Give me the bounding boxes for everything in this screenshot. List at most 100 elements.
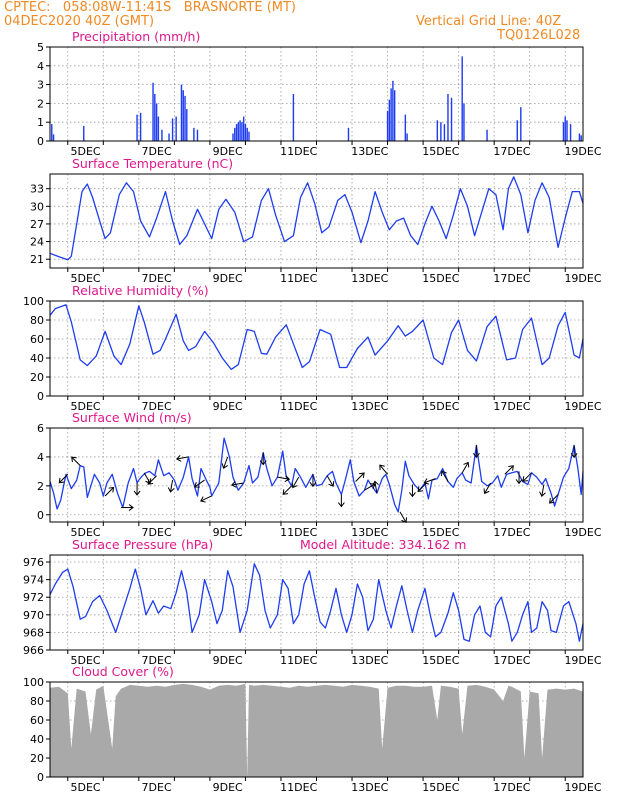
precipitation-bar	[237, 122, 240, 141]
wind-arrow	[337, 494, 345, 508]
y-tick-label: 6	[37, 422, 44, 435]
precipitation-bar	[155, 103, 158, 141]
x-tick-label: 15DEC	[422, 272, 459, 285]
y-tick-label: 972	[23, 591, 44, 604]
precipitation-bar	[235, 124, 238, 141]
model-altitude-label: Model Altitude: 334.162 m	[300, 537, 467, 552]
x-tick-label: 17DEC	[493, 654, 530, 667]
panel-title-humidity: Relative Humidity (%)	[72, 283, 209, 298]
precipitation-bar	[292, 94, 295, 141]
series-line	[49, 437, 584, 513]
x-tick-label: 9DEC	[213, 781, 243, 794]
x-tick-label: 17DEC	[493, 400, 530, 413]
x-tick-label: 15DEC	[422, 654, 459, 667]
x-tick-label: 11DEC	[280, 781, 317, 794]
precipitation-bar	[248, 131, 250, 141]
precipitation-bar	[436, 120, 439, 141]
x-tick-label: 13DEC	[351, 400, 388, 413]
y-tick-label: 0	[37, 509, 44, 522]
wind-arrow	[200, 495, 212, 503]
precipitation-bar	[242, 116, 245, 141]
wind-arrow	[58, 473, 69, 484]
precipitation-bar	[241, 122, 243, 141]
header-right-line2: TQ0126L028	[497, 28, 581, 43]
wind-arrow	[440, 470, 449, 482]
cloud-cover-area	[50, 683, 583, 777]
precipitation-bar	[180, 84, 183, 141]
x-tick-label: 5DEC	[70, 400, 100, 413]
wind-arrow	[282, 485, 292, 495]
wind-arrow	[221, 456, 229, 469]
wind-arrow	[104, 486, 115, 497]
y-tick-label: 100	[23, 295, 44, 308]
panel-title-precipitation: Precipitation (mm/h)	[72, 29, 201, 44]
x-tick-label: 5DEC	[70, 272, 100, 285]
precipitation-bar	[390, 88, 392, 141]
x-tick-label: 7DEC	[142, 145, 172, 158]
wind-arrow	[326, 475, 335, 487]
x-tick-label: 13DEC	[351, 654, 388, 667]
y-tick-label: 20	[30, 371, 44, 384]
precipitation-bar	[562, 122, 565, 141]
wind-arrow	[259, 452, 267, 466]
precipitation-bar	[239, 120, 241, 141]
y-tick-label: 974	[23, 574, 44, 587]
wind-arrow	[167, 479, 175, 493]
wind-arrow	[277, 475, 291, 482]
wind-arrow	[409, 484, 416, 498]
y-tick-label: 21	[30, 253, 44, 266]
panel-title-wind: Surface Wind (m/s)	[72, 410, 192, 425]
wind-arrow	[570, 445, 578, 459]
precipitation-bar	[392, 80, 394, 141]
wind-arrow	[417, 482, 428, 493]
precipitation-bar	[440, 122, 442, 141]
y-tick-label: 2	[37, 97, 44, 110]
x-tick-label: 9DEC	[213, 400, 243, 413]
precipitation-bar	[393, 90, 396, 141]
wind-arrow	[133, 482, 141, 496]
precipitation-bar	[136, 114, 138, 141]
precipitation-bar	[232, 133, 234, 141]
x-tick-label: 5DEC	[70, 654, 100, 667]
x-tick-label: 13DEC	[351, 526, 388, 539]
precipitation-bar	[157, 116, 160, 141]
wind-arrow	[372, 480, 379, 494]
y-tick-label: 60	[30, 714, 44, 727]
wind-arrow	[71, 456, 81, 466]
x-tick-label: 7DEC	[142, 781, 172, 794]
precipitation-bar	[580, 135, 582, 141]
y-tick-label: 40	[30, 733, 44, 746]
y-tick-label: 40	[30, 352, 44, 365]
precipitation-bar	[443, 124, 446, 141]
x-tick-label: 15DEC	[422, 400, 459, 413]
y-tick-label: 1	[37, 116, 44, 129]
x-tick-label: 19DEC	[564, 145, 601, 158]
header-left-line2: 04DEC2020 40Z (GMT)	[4, 14, 155, 29]
wind-arrow	[121, 504, 134, 511]
x-tick-label: 13DEC	[351, 781, 388, 794]
precipitation-bar	[564, 116, 566, 141]
wind-arrow	[291, 476, 300, 489]
precipitation-bar	[486, 129, 488, 141]
y-tick-label: 0	[37, 390, 44, 403]
panel-frame	[49, 46, 584, 142]
x-tick-label: 7DEC	[142, 400, 172, 413]
x-tick-label: 13DEC	[351, 272, 388, 285]
y-tick-label: 30	[30, 200, 44, 213]
y-tick-label: 5	[37, 41, 44, 54]
wind-arrow	[355, 472, 365, 482]
x-tick-label: 5DEC	[70, 145, 100, 158]
x-tick-label: 7DEC	[142, 272, 172, 285]
header-right-line1: Vertical Grid Line: 40Z	[416, 14, 562, 29]
x-tick-label: 17DEC	[493, 526, 530, 539]
precipitation-bar	[578, 133, 581, 141]
x-tick-label: 11DEC	[280, 145, 317, 158]
y-tick-label: 20	[30, 752, 44, 765]
precipitation-bar	[450, 97, 453, 141]
precipitation-bar	[154, 94, 156, 141]
x-tick-label: 11DEC	[280, 526, 317, 539]
x-tick-label: 5DEC	[70, 526, 100, 539]
precipitation-bar	[406, 133, 408, 141]
wind-arrow	[515, 471, 523, 485]
